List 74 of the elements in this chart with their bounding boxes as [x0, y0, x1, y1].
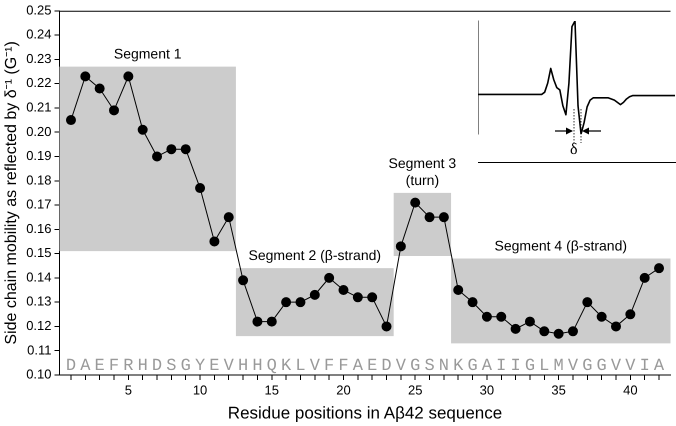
point: [123, 71, 134, 82]
annotation: DAEFRHDSGYEVHHQKLVFFAEDVGSNKGAIIGLMVGGVVIA: [66, 357, 668, 376]
point: [438, 212, 449, 222]
y-tick-label: 0.18: [26, 172, 52, 188]
point: [252, 316, 262, 327]
point: [166, 144, 176, 154]
x-tick-label: 30: [480, 382, 494, 398]
point: [94, 83, 105, 94]
point: [410, 198, 420, 208]
y-tick-label: 0.19: [26, 148, 52, 164]
point: [224, 212, 234, 222]
x-tick-label: 20: [336, 382, 351, 398]
band-label: Segment 1: [114, 46, 182, 62]
annotation: δ: [570, 141, 578, 159]
point: [554, 328, 564, 339]
point: [582, 297, 592, 308]
point: [324, 272, 334, 283]
point: [180, 144, 191, 154]
x-axis-title: Residue positions in Aβ42 sequence: [228, 403, 502, 422]
point: [367, 292, 378, 302]
point: [611, 321, 621, 332]
point: [310, 290, 320, 300]
point: [396, 241, 406, 252]
point: [625, 309, 636, 320]
y-tick-label: 0.25: [26, 2, 52, 18]
x-tick-label: 15: [264, 382, 280, 398]
band-label: Segment 3 (turn): [388, 154, 456, 188]
band-label: Segment 4 (β-strand): [494, 237, 628, 254]
point: [209, 236, 220, 246]
point: [539, 326, 550, 336]
y-tick-label: 0.21: [26, 100, 52, 114]
y-tick-label: 0.24: [26, 26, 52, 42]
x-tick-label: 10: [192, 382, 208, 398]
point: [424, 212, 435, 222]
y-axis-title: Side chain mobility as reflected by δ⁻¹ (G⁻¹): [3, 41, 20, 345]
point: [109, 105, 120, 116]
point: [654, 263, 664, 274]
y-tick-label: 0.13: [26, 294, 52, 309]
point: [510, 324, 521, 334]
point: [338, 285, 348, 296]
point: [382, 321, 392, 332]
point: [266, 316, 277, 327]
y-tick-label: 0.17: [26, 196, 52, 212]
point: [195, 183, 206, 194]
point: [468, 297, 478, 308]
point: [80, 71, 90, 82]
y-tick-label: 0.22: [26, 75, 52, 90]
point: [524, 316, 535, 327]
point: [482, 312, 492, 322]
y-tick-label: 0.20: [26, 124, 52, 139]
y-tick-label: 0.14: [26, 269, 52, 284]
y-tick-label: 0.16: [26, 220, 52, 236]
point: [295, 297, 306, 308]
point: [138, 124, 148, 135]
point: [66, 115, 76, 126]
point: [640, 272, 650, 283]
point: [453, 285, 464, 296]
point: [238, 275, 248, 286]
point: [496, 312, 506, 322]
point: [152, 151, 162, 162]
y-tick-label: 0.10: [26, 366, 52, 382]
point: [596, 312, 607, 322]
point: [281, 297, 292, 308]
y-tick-label: 0.23: [26, 50, 52, 66]
y-tick-label: 0.12: [26, 318, 52, 334]
point: [568, 326, 578, 336]
band-label: Segment 2 (β-strand): [248, 247, 382, 264]
x-tick-label: 25: [408, 382, 422, 398]
y-tick-label: 0.15: [26, 245, 52, 260]
x-tick-label: 40: [623, 382, 638, 398]
x-tick-label: 5: [124, 382, 132, 398]
x-tick-label: 35: [551, 382, 566, 398]
y-tick-label: 0.11: [27, 342, 52, 358]
point: [352, 292, 363, 302]
